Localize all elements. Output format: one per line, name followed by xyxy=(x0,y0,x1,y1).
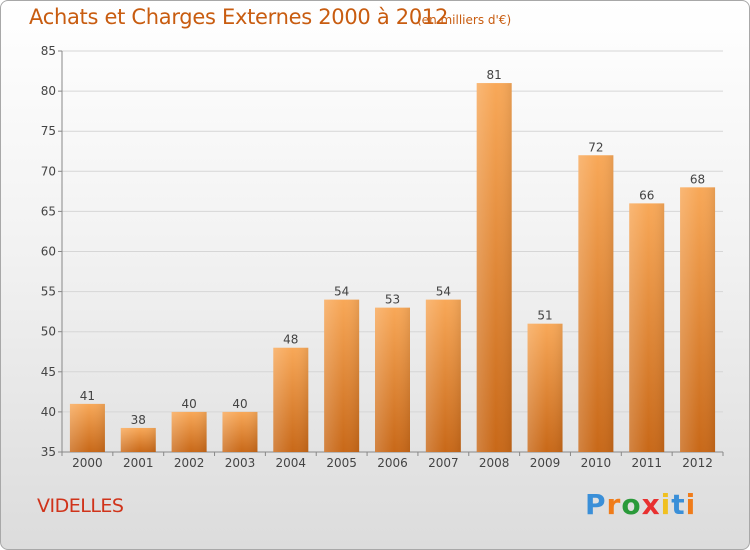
x-tick-label: 2006 xyxy=(377,456,408,470)
logo-letter: t xyxy=(671,488,686,521)
bar-highlight xyxy=(425,299,461,452)
data-label: 51 xyxy=(537,309,552,323)
bar-highlight xyxy=(629,203,665,452)
x-tick-label: 2007 xyxy=(428,456,459,470)
x-tick-label: 2008 xyxy=(479,456,510,470)
x-tick-label: 2012 xyxy=(682,456,713,470)
logo-letter: i xyxy=(685,488,697,521)
data-label: 81 xyxy=(487,68,502,82)
y-tick-label: 75 xyxy=(41,124,56,138)
y-tick-label: 35 xyxy=(41,445,56,459)
y-tick-label: 80 xyxy=(41,84,56,98)
logo-letter: o xyxy=(621,488,642,521)
logo-letter: r xyxy=(606,488,622,521)
bar-highlight xyxy=(476,83,512,452)
bar-highlight xyxy=(578,155,614,452)
bar-highlight xyxy=(120,427,156,452)
y-tick-label: 85 xyxy=(41,44,56,58)
y-tick-label: 70 xyxy=(41,164,56,178)
x-tick-label: 2010 xyxy=(581,456,612,470)
bar-highlight xyxy=(171,411,207,452)
x-tick-label: 2005 xyxy=(326,456,357,470)
y-tick-label: 60 xyxy=(41,245,56,259)
bar-highlight xyxy=(222,411,258,452)
bars xyxy=(69,83,716,452)
chart-subtitle: (en milliers d'€) xyxy=(417,13,512,27)
data-label: 48 xyxy=(283,333,298,347)
y-tick-label: 65 xyxy=(41,204,56,218)
data-label: 38 xyxy=(131,413,146,427)
data-label: 40 xyxy=(181,397,196,411)
x-tick-label: 2011 xyxy=(631,456,662,470)
x-tick-label: 2004 xyxy=(276,456,307,470)
bar-highlight xyxy=(527,323,563,452)
x-tick-label: 2009 xyxy=(530,456,561,470)
data-label: 40 xyxy=(232,397,247,411)
y-tick-label: 40 xyxy=(41,405,56,419)
commune-name: VIDELLES xyxy=(37,495,124,517)
bar-highlight xyxy=(375,307,410,452)
data-label: 72 xyxy=(588,140,603,154)
logo-letter: P xyxy=(585,488,607,521)
data-label: 53 xyxy=(385,293,400,307)
y-tick-label: 45 xyxy=(41,365,56,379)
data-label: 41 xyxy=(80,389,95,403)
x-tick-label: 2002 xyxy=(174,456,205,470)
bar-highlight xyxy=(69,403,105,452)
data-label: 54 xyxy=(436,285,451,299)
x-tick-label: 2000 xyxy=(72,456,103,470)
y-tick-label: 50 xyxy=(41,325,56,339)
data-label: 66 xyxy=(639,188,654,202)
labels: 2000 41 2001 38 2002 40 2003 40 2004 48 2005 54 2006… xyxy=(72,68,713,470)
data-label: 68 xyxy=(690,172,705,186)
bar-highlight xyxy=(324,299,360,452)
data-label: 54 xyxy=(334,285,349,299)
bar-highlight xyxy=(680,187,716,452)
logo-letter: x xyxy=(641,488,661,521)
logo-letter: i xyxy=(660,488,672,521)
proxiti-logo: Proxiti xyxy=(585,488,696,521)
x-tick-label: 2003 xyxy=(225,456,256,470)
x-tick-label: 2001 xyxy=(123,456,154,470)
y-tick-label: 55 xyxy=(41,285,56,299)
bar-highlight xyxy=(273,347,309,452)
chart-title: Achats et Charges Externes 2000 à 2012 xyxy=(29,5,449,29)
